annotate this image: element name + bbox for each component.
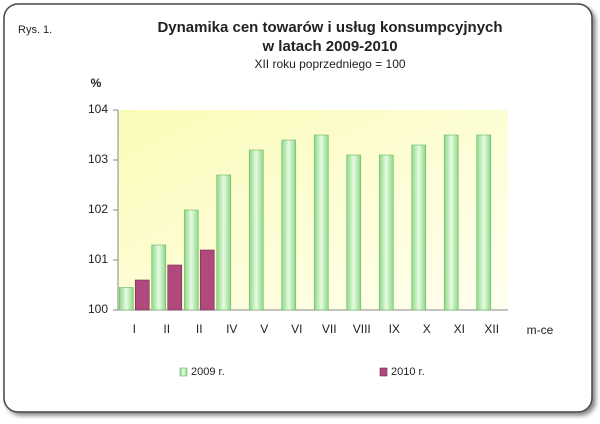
chart-title: Dynamika cen towarów i usług konsumpcyjn… xyxy=(157,19,502,36)
y-tick-label: 100 xyxy=(88,302,108,316)
y-axis-label: % xyxy=(91,76,102,90)
bar xyxy=(346,154,362,311)
x-tick-label: IV xyxy=(226,322,237,336)
x-tick-label: II xyxy=(196,322,203,336)
x-tick-label: IX xyxy=(389,322,400,336)
y-tick-label: 104 xyxy=(88,102,108,116)
y-tick-label: 103 xyxy=(88,152,108,166)
bar xyxy=(118,287,134,311)
x-tick-label: VII xyxy=(322,322,337,336)
bar xyxy=(443,134,459,311)
bar xyxy=(167,264,183,311)
chart-subtitle: XII roku poprzedniego = 100 xyxy=(254,57,405,71)
x-tick-label: II xyxy=(163,322,170,336)
legend-swatch xyxy=(379,367,388,377)
bar xyxy=(199,249,215,311)
bar xyxy=(134,279,150,311)
bar xyxy=(378,154,394,311)
x-tick-label: X xyxy=(423,322,431,336)
chart-title: w latach 2009-2010 xyxy=(261,38,397,55)
bar xyxy=(183,209,199,311)
x-tick-label: XI xyxy=(454,322,465,336)
bar xyxy=(313,134,329,311)
y-tick-label: 101 xyxy=(88,252,108,266)
legend-label: 2010 r. xyxy=(391,366,425,378)
plot-area xyxy=(118,110,508,310)
x-tick-label: I xyxy=(133,322,136,336)
x-tick-label: VIII xyxy=(353,322,371,336)
x-tick-label: V xyxy=(260,322,268,336)
legend-label: 2009 r. xyxy=(191,366,225,378)
x-axis-label: m-ce xyxy=(527,323,554,337)
bar xyxy=(476,134,492,311)
bar xyxy=(216,174,232,311)
bar xyxy=(151,244,167,311)
bar xyxy=(248,149,264,311)
y-tick-label: 102 xyxy=(88,202,108,216)
figure-label: Rys. 1. xyxy=(18,24,52,36)
legend-swatch xyxy=(179,367,188,377)
x-tick-label: VI xyxy=(291,322,302,336)
bar xyxy=(411,144,427,311)
x-tick-label: XII xyxy=(484,322,499,336)
bar xyxy=(281,139,297,311)
